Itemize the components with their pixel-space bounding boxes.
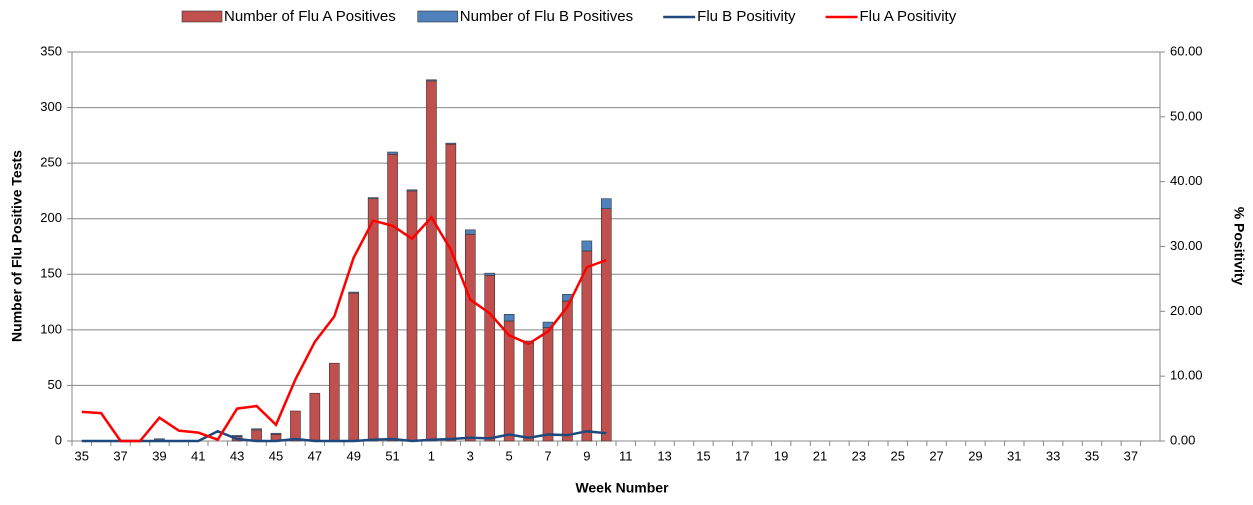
bar bbox=[367, 197, 379, 200]
x-tick-label: 47 bbox=[308, 448, 322, 463]
y-axis-title: Number of Flu Positive Tests bbox=[9, 150, 25, 342]
bar bbox=[581, 250, 593, 442]
x-tick-label: 3 bbox=[467, 448, 474, 463]
y2-axis-title: % Positivity bbox=[1231, 207, 1247, 286]
x-tick-label: 9 bbox=[583, 448, 590, 463]
y-tick-label: 50 bbox=[48, 377, 62, 392]
y-tick-label: 150 bbox=[40, 266, 62, 281]
y-tick-label: 200 bbox=[40, 210, 62, 225]
x-tick-label: 35 bbox=[74, 448, 88, 463]
bar bbox=[251, 429, 262, 442]
bar bbox=[309, 392, 321, 442]
bar bbox=[154, 438, 165, 441]
bar bbox=[484, 272, 496, 276]
legend-swatch bbox=[181, 10, 223, 23]
x-tick-label: 15 bbox=[696, 448, 710, 463]
bar bbox=[426, 80, 437, 442]
x-tick-label: 37 bbox=[1124, 448, 1138, 463]
line bbox=[81, 429, 607, 443]
legend-label: Flu A Positivity bbox=[860, 8, 957, 25]
bar bbox=[387, 153, 398, 442]
bar bbox=[406, 189, 418, 192]
bar bbox=[270, 432, 282, 435]
x-tick-label: 21 bbox=[813, 448, 827, 463]
y2-tick-label: 60.00 bbox=[1170, 43, 1203, 58]
x-tick-label: 1 bbox=[428, 448, 435, 463]
x-tick-label: 25 bbox=[890, 448, 904, 463]
bar bbox=[348, 291, 360, 294]
x-tick-label: 43 bbox=[230, 448, 244, 463]
x-tick-label: 41 bbox=[191, 448, 205, 463]
bar bbox=[464, 229, 476, 235]
legend-label: Number of Flu A Positives bbox=[224, 8, 396, 25]
y2-tick-label: 0.00 bbox=[1170, 432, 1195, 447]
line bbox=[81, 215, 607, 443]
x-tick-label: 49 bbox=[346, 448, 360, 463]
x-tick-label: 27 bbox=[929, 448, 943, 463]
bar bbox=[328, 362, 340, 442]
y-tick-label: 300 bbox=[40, 99, 62, 114]
bar bbox=[542, 327, 554, 442]
bar bbox=[387, 151, 398, 155]
bar bbox=[600, 198, 612, 210]
y-tick-label: 250 bbox=[40, 155, 62, 170]
x-tick-label: 13 bbox=[657, 448, 671, 463]
x-tick-label: 11 bbox=[619, 448, 633, 463]
x-tick-label: 45 bbox=[269, 448, 283, 463]
legend-swatch bbox=[417, 10, 459, 23]
x-tick-label: 31 bbox=[1007, 448, 1021, 463]
y-tick-label: 100 bbox=[40, 321, 62, 336]
bar bbox=[600, 208, 612, 442]
x-axis-title: Week Number bbox=[575, 480, 669, 496]
bar bbox=[251, 428, 262, 431]
x-tick-label: 19 bbox=[774, 448, 788, 463]
bar bbox=[484, 275, 496, 442]
y2-tick-label: 40.00 bbox=[1170, 173, 1203, 188]
x-tick-label: 37 bbox=[113, 448, 127, 463]
bar bbox=[445, 142, 457, 145]
y-tick-label: 0 bbox=[55, 432, 62, 447]
bar bbox=[406, 190, 418, 442]
bar bbox=[367, 198, 379, 442]
x-tick-label: 35 bbox=[1085, 448, 1099, 463]
bar bbox=[562, 300, 573, 442]
bar bbox=[464, 233, 476, 442]
bar bbox=[503, 313, 515, 322]
legend-label: Flu B Positivity bbox=[697, 8, 796, 25]
x-tick-label: 39 bbox=[152, 448, 166, 463]
x-tick-label: 33 bbox=[1046, 448, 1060, 463]
y2-tick-label: 30.00 bbox=[1170, 238, 1203, 253]
x-tick-label: 51 bbox=[385, 448, 399, 463]
bar bbox=[290, 410, 301, 442]
x-tick-label: 29 bbox=[968, 448, 982, 463]
x-tick-label: 23 bbox=[852, 448, 866, 463]
bar bbox=[348, 292, 360, 442]
bar bbox=[503, 320, 515, 442]
y2-tick-label: 20.00 bbox=[1170, 303, 1203, 318]
x-tick-label: 17 bbox=[735, 448, 749, 463]
y2-tick-label: 50.00 bbox=[1170, 108, 1203, 123]
bar bbox=[445, 143, 457, 442]
y2-tick-label: 10.00 bbox=[1170, 368, 1203, 383]
y-tick-label: 350 bbox=[40, 43, 62, 58]
x-tick-label: 7 bbox=[544, 448, 551, 463]
bar bbox=[581, 240, 593, 252]
legend-label: Number of Flu B Positives bbox=[460, 8, 633, 25]
bar bbox=[426, 79, 437, 82]
x-tick-label: 5 bbox=[506, 448, 513, 463]
bar bbox=[523, 342, 534, 442]
